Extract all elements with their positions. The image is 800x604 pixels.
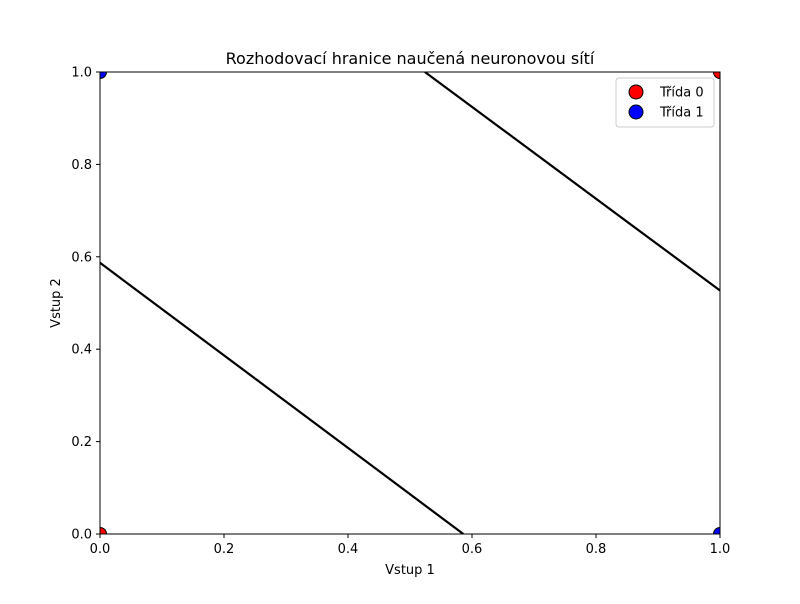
decision-boundary-layer (100, 72, 720, 534)
y-tick-label: 0.0 (71, 528, 92, 543)
y-tick-label: 0.8 (71, 158, 92, 173)
legend-marker-trida-1 (628, 104, 644, 120)
plot-area-frame (99, 71, 721, 535)
x-tick-label: 0.6 (462, 542, 483, 557)
x-tick-label: 1.0 (710, 542, 731, 557)
x-axis-ticks: 0.0 0.2 0.4 0.6 0.8 1.0 (90, 534, 731, 557)
data-point-series-0-0 (100, 527, 107, 534)
data-point-series-1-1 (713, 527, 720, 534)
y-tick-label: 1.0 (71, 66, 92, 81)
y-tick-label: 0.4 (71, 343, 92, 358)
decision-boundary-line-2 (424, 72, 720, 292)
x-tick-label: 0.2 (214, 542, 235, 557)
legend: Třída 0 Třída 1 (615, 77, 715, 128)
data-point-series-1-0 (100, 72, 107, 79)
x-tick-label: 0.0 (90, 542, 111, 557)
legend-label-trida-1: Třída 1 (659, 106, 704, 121)
x-tick-label: 0.8 (586, 542, 607, 557)
chart-title: Rozhodovací hranice naučená neuronovou s… (226, 49, 595, 68)
y-tick-label: 0.6 (71, 250, 92, 265)
y-axis-ticks: 0.0 0.2 0.4 0.6 0.8 1.0 (71, 66, 100, 543)
legend-marker-trida-0 (628, 84, 644, 100)
data-points-layer (100, 72, 720, 534)
x-tick-label: 0.4 (338, 542, 359, 557)
y-axis-label: Vstup 2 (49, 278, 64, 328)
x-axis-label: Vstup 1 (385, 563, 435, 578)
decision-boundary-line-1 (100, 261, 464, 534)
data-point-series-0-1 (713, 72, 720, 79)
y-tick-label: 0.2 (71, 435, 92, 450)
legend-label-trida-0: Třída 0 (659, 86, 704, 101)
